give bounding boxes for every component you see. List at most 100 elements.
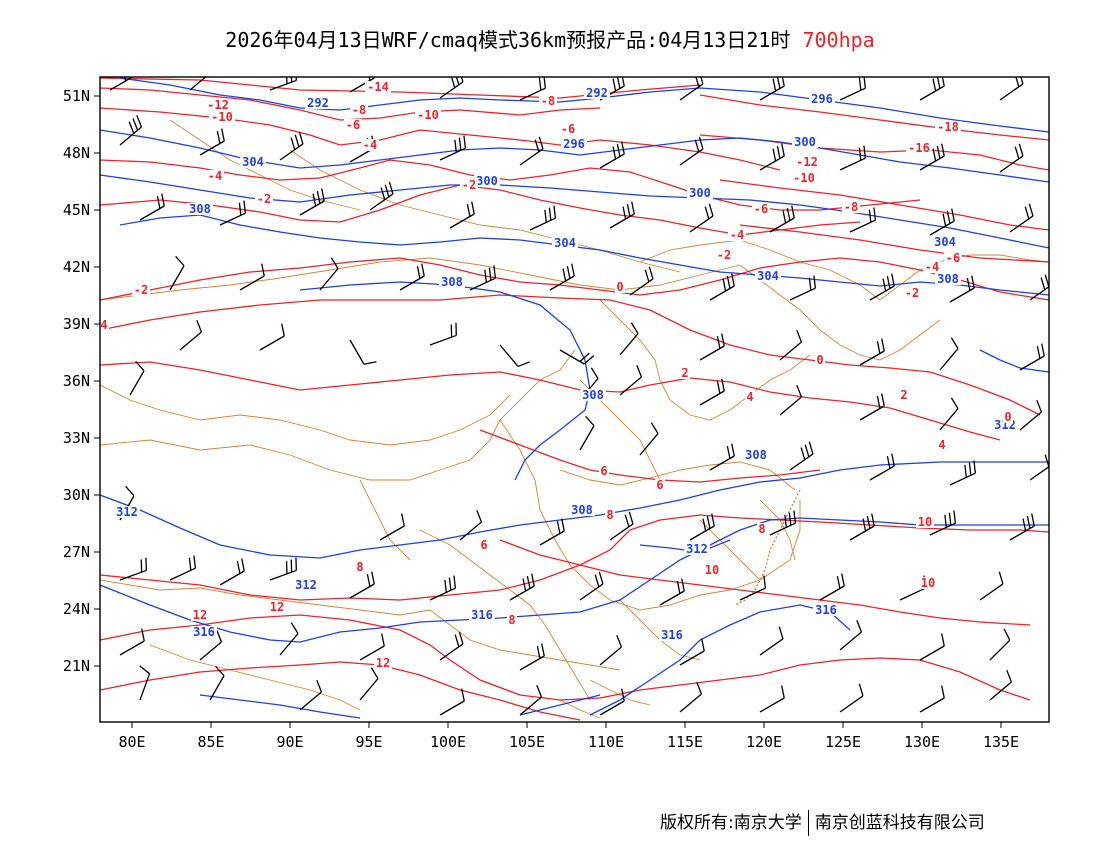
wind-barb <box>739 575 767 601</box>
label-bg <box>1003 411 1013 423</box>
plot-frame <box>99 76 1050 723</box>
label-bg <box>100 319 109 331</box>
lon-label: 110E <box>588 733 624 751</box>
axis-labels: 51N 48N 45N 42N 39N 36N 33N 30N 27N 24N 21N 80E 85E 9… <box>63 87 1019 751</box>
label-bg <box>361 139 379 151</box>
contour-label: 308 <box>937 272 959 286</box>
wind-barb <box>939 397 959 431</box>
label-bg <box>903 287 921 299</box>
wind-barb <box>509 573 535 601</box>
contour-label: -8 <box>541 94 555 108</box>
contour-label: 300 <box>689 186 711 200</box>
label-bg <box>552 237 578 249</box>
lon-label: 135E <box>983 733 1019 751</box>
credit: 版权所有:南京大学 南京创蓝科技有限公司 <box>660 808 985 836</box>
border-line <box>559 461 796 491</box>
wind-barb <box>1019 399 1043 431</box>
label-bg <box>187 203 213 215</box>
contour-labels: 292 292 296 296 300 300 300 304 304 304 304 308 308 3… <box>100 80 1018 670</box>
wind-barb <box>709 273 735 301</box>
contour-label: 10 <box>918 515 932 529</box>
wind-barb <box>679 77 704 101</box>
lon-label: 105E <box>509 733 545 751</box>
contour-label: 2 <box>681 366 688 380</box>
border-line <box>100 257 741 301</box>
border-line <box>100 349 576 481</box>
wind-barb <box>439 631 464 661</box>
contour-label: -4 <box>730 228 744 242</box>
chart-title: 2026年04月13日WRF/cmaq模式36km预报产品:04月13日21时 … <box>0 24 1100 53</box>
wind-barb <box>549 263 575 291</box>
contour-label: 6 <box>656 478 663 492</box>
wind-barb <box>769 510 797 536</box>
geopotential-isoline <box>100 129 1049 183</box>
border-line <box>589 679 651 706</box>
wind-barb <box>119 628 145 656</box>
contour-label: 6 <box>600 464 607 478</box>
wind-barb <box>679 136 704 166</box>
wind-barb <box>949 460 977 486</box>
wind-barbs <box>109 77 1049 716</box>
lon-label: 80E <box>118 733 145 751</box>
wind-barb <box>429 322 457 346</box>
wind-barb <box>209 665 225 701</box>
wind-barb <box>939 337 959 371</box>
lat-label: 30N <box>63 486 90 504</box>
label-bg <box>923 261 941 273</box>
wind-barb <box>849 207 877 233</box>
label-bg <box>728 229 746 241</box>
wind-barb <box>299 679 323 711</box>
contour-label: 8 <box>508 613 515 627</box>
contour-label: 0 <box>816 353 823 367</box>
contour-label: 316 <box>661 628 683 642</box>
label-bg <box>605 509 615 521</box>
contour-label: -2 <box>462 178 476 192</box>
wind-barb <box>919 143 945 171</box>
wind-barb <box>319 257 339 291</box>
wind-barb <box>659 578 685 606</box>
lat-label: 45N <box>63 201 90 219</box>
wind-barb <box>759 77 785 101</box>
contour-label: -6 <box>754 202 768 216</box>
border-line <box>559 699 601 719</box>
wind-barb <box>789 275 817 301</box>
wind-barb <box>919 77 945 101</box>
wind-barb <box>269 557 297 581</box>
wind-barb <box>759 685 785 713</box>
label-bg <box>599 465 609 477</box>
credit-divider <box>807 810 809 836</box>
label-bg <box>792 136 818 148</box>
border-line <box>100 579 431 616</box>
wind-barb <box>859 338 885 366</box>
wind-barb <box>469 265 497 291</box>
wind-barb <box>599 688 625 716</box>
wind-barb <box>919 685 945 713</box>
wind-barb <box>1009 203 1034 233</box>
geopotential-isoline <box>519 694 601 716</box>
contour-label: 292 <box>307 96 329 110</box>
border-line <box>419 529 591 701</box>
contour-label: 300 <box>476 174 498 188</box>
label-bg <box>794 156 820 168</box>
label-bg <box>932 236 958 248</box>
contour-label: 4 <box>746 390 753 404</box>
label-bg <box>479 539 489 551</box>
wind-barb <box>679 638 705 666</box>
wind-barb <box>399 263 425 291</box>
wind-barb <box>779 329 803 361</box>
label-bg <box>580 389 606 401</box>
contour-label: -10 <box>211 110 233 124</box>
contour-label: -6 <box>561 122 575 136</box>
label-bg <box>474 175 500 187</box>
wind-barb <box>1019 343 1045 371</box>
wind-barb <box>609 511 634 541</box>
lat-label: 39N <box>63 315 90 333</box>
contour-label: 292 <box>586 86 608 100</box>
wind-barb <box>1029 271 1049 301</box>
geopotential-isoline <box>979 349 1049 373</box>
wind-barb <box>349 77 375 93</box>
label-bg <box>813 604 839 616</box>
label-bg <box>703 564 721 576</box>
wind-barb <box>359 633 385 661</box>
label-bg <box>935 273 961 285</box>
